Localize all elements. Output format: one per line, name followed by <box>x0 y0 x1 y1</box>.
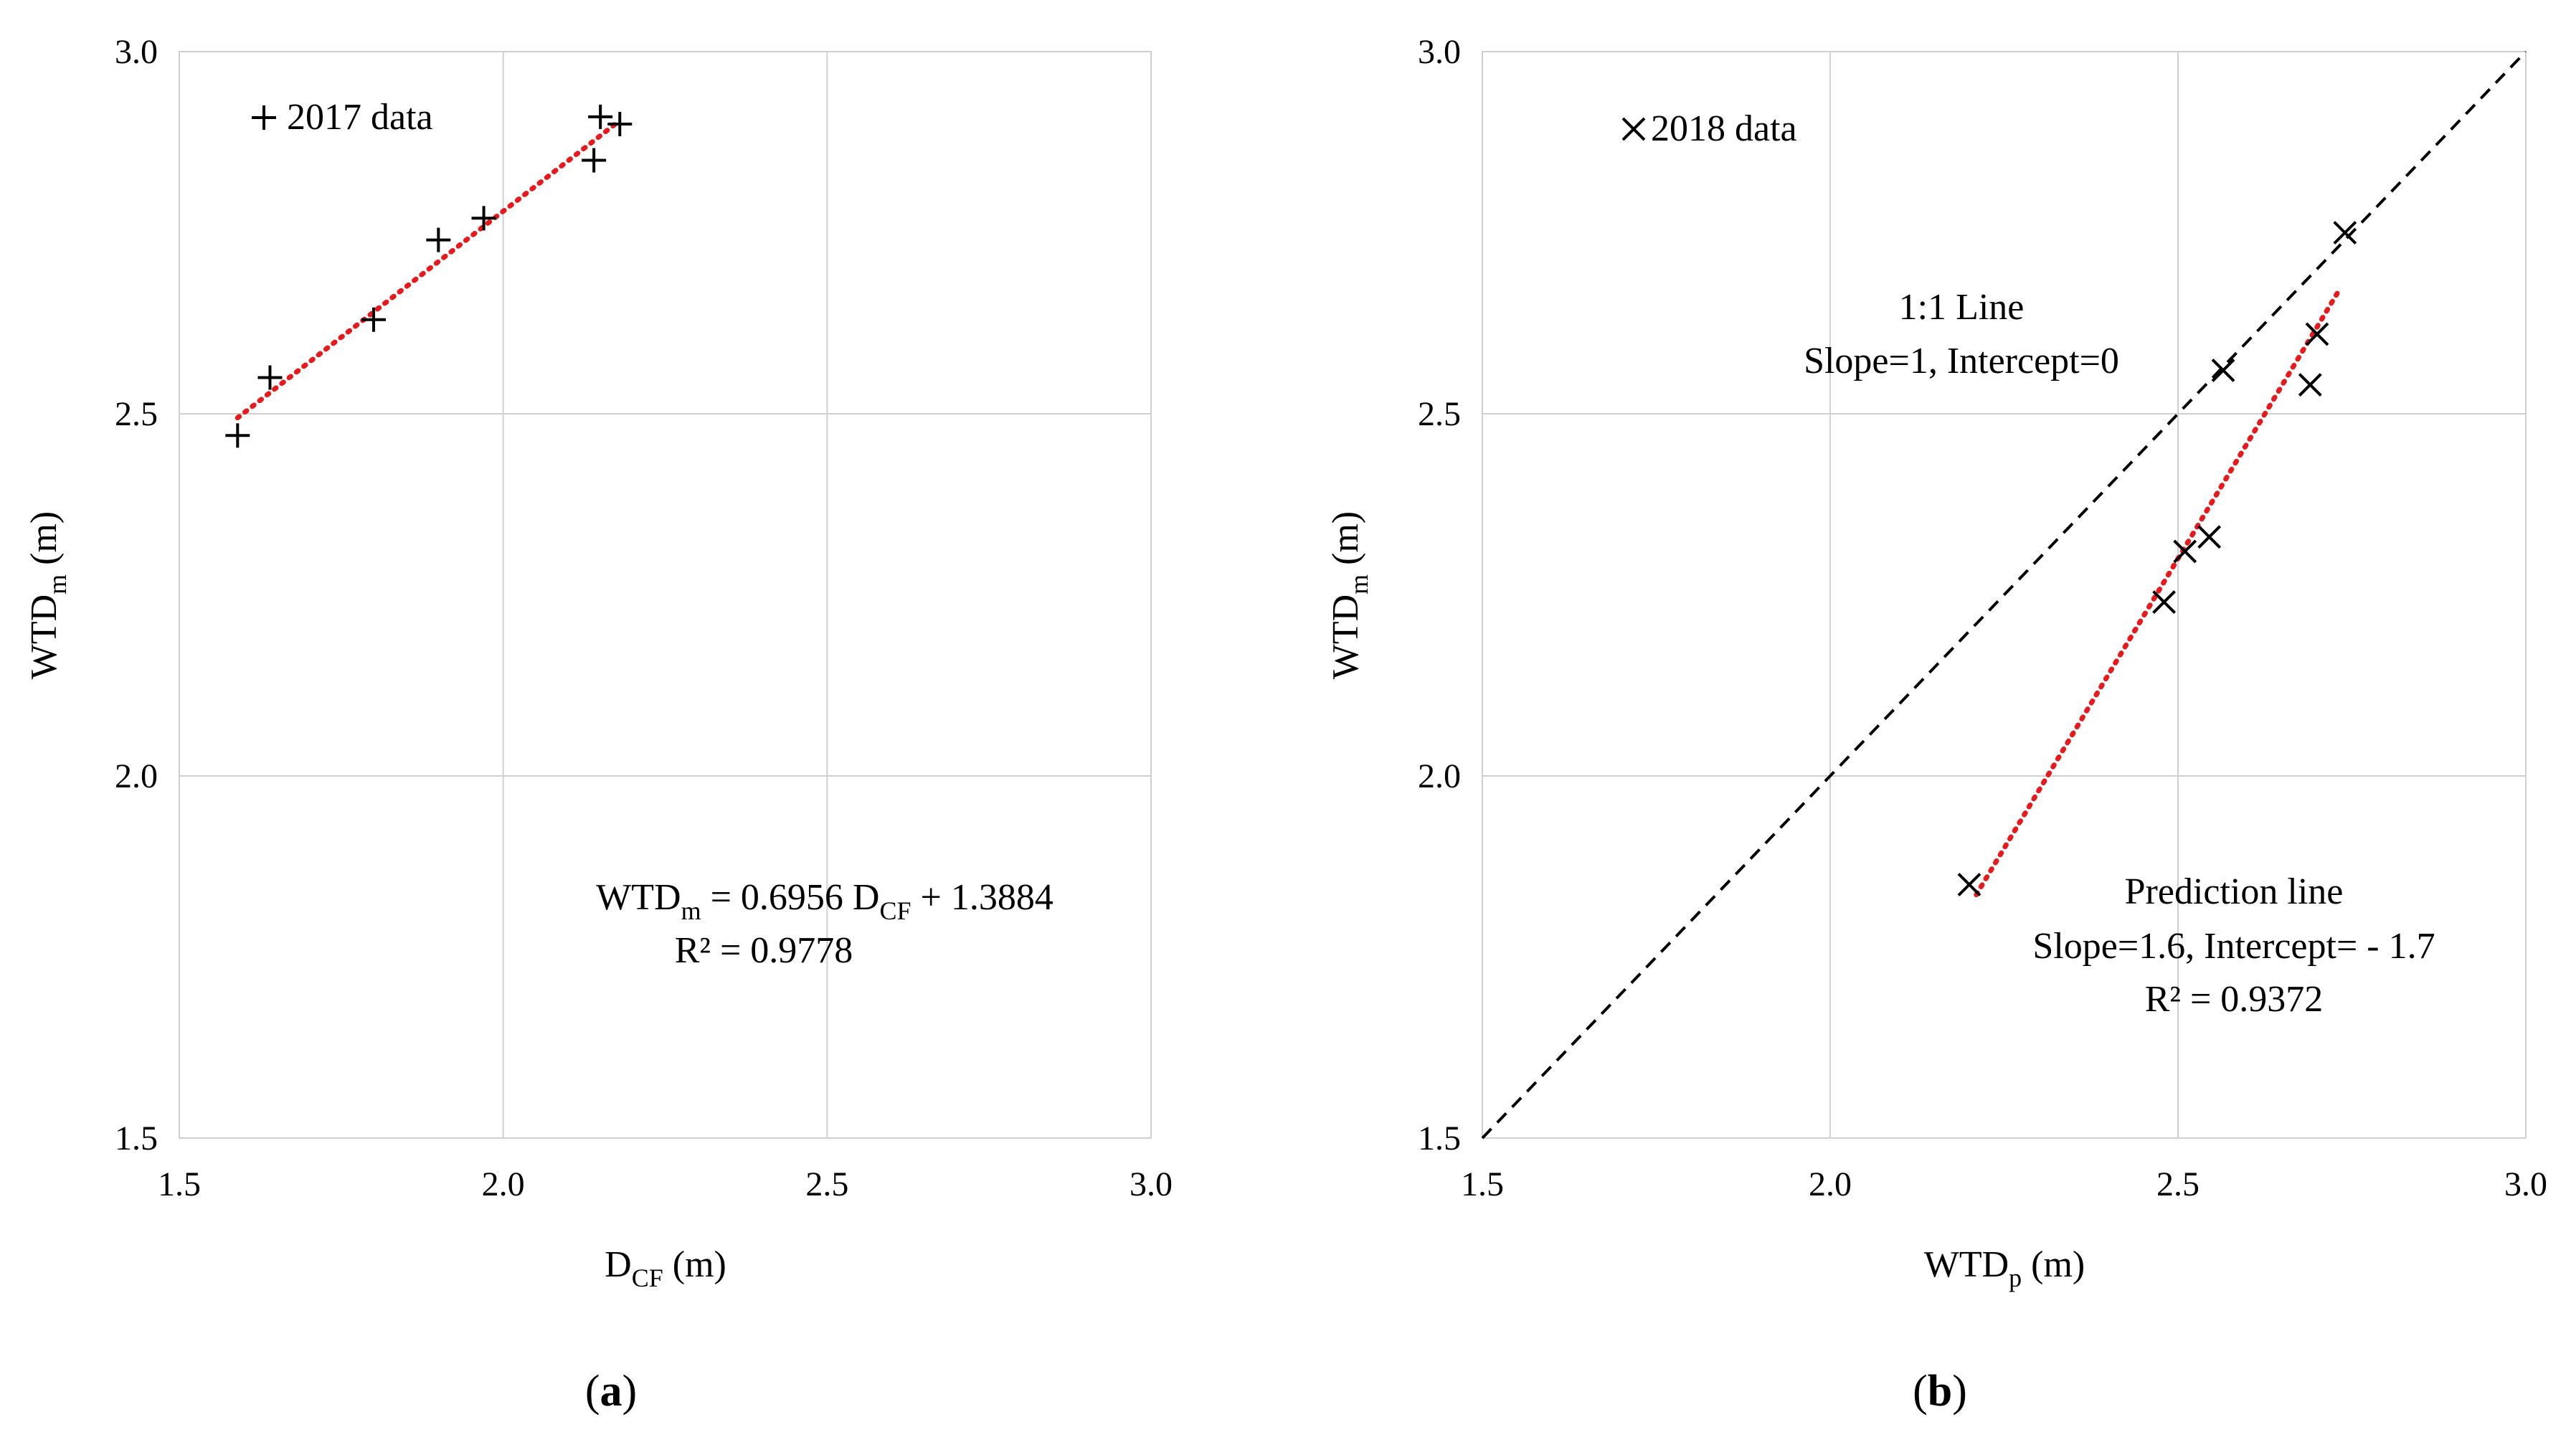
one-to-one-label-line2: Slope=1, Intercept=0 <box>1804 341 2119 382</box>
y-tick-label: 3.0 <box>115 33 158 71</box>
data-point <box>607 112 633 136</box>
trendline-a <box>235 118 622 421</box>
x-tick-label: 2.0 <box>1809 1165 1852 1203</box>
data-point <box>2333 221 2357 245</box>
y-axis-label-a: WTDm (m) <box>24 511 72 680</box>
x-axis-label-main-b: WTD <box>1924 1244 2009 1285</box>
x-axis-label-b: WTDp (m) <box>1924 1244 2085 1292</box>
legend-plus-icon <box>252 105 276 130</box>
y-axis-label-unit-a: (m) <box>24 511 65 574</box>
equation-a: WTDm = 0.6956 DCF + 1.3884 <box>596 877 1053 925</box>
caption-a: (a) <box>585 1367 637 1416</box>
data-point <box>2152 590 2177 615</box>
data-point <box>2173 539 2197 564</box>
y-axis-label-b: WTDm (m) <box>1325 511 1373 680</box>
equation-var-sub-a: CF <box>879 896 911 925</box>
x-tick-label: 2.0 <box>482 1165 525 1203</box>
caption-b: (b) <box>1913 1367 1967 1416</box>
y-axis-label-unit-b: (m) <box>1325 511 1366 574</box>
legend-cross-icon <box>1621 117 1646 141</box>
x-axis-label-a: DCF (m) <box>605 1244 726 1292</box>
grid-a <box>179 51 1152 1139</box>
data-point <box>471 206 496 231</box>
equation-lhs-a: WTD <box>596 877 681 918</box>
data-point <box>361 307 386 332</box>
y-axis-label-sub-a: m <box>43 574 72 595</box>
data-point <box>225 423 250 448</box>
data-point <box>2197 525 2222 549</box>
equation-middle-a: = 0.6956 D <box>701 877 880 918</box>
y-tick-label: 2.0 <box>1418 757 1461 795</box>
legend-marker-plus-a <box>252 105 276 130</box>
equation-rhs-a: + 1.3884 <box>911 877 1053 918</box>
plot-frame-b <box>1482 51 2527 1139</box>
legend-label-b: 2018 data <box>1651 108 1797 149</box>
y-tick-label: 3.0 <box>1418 33 1461 71</box>
x-tick-label: 1.5 <box>158 1165 201 1203</box>
y-tick-label: 2.5 <box>1418 395 1461 433</box>
data-point <box>1957 873 1981 896</box>
caption-letter-a: a <box>600 1367 622 1416</box>
x-axis-label-sub-a: CF <box>632 1264 663 1292</box>
prediction-label-title: Prediction line <box>2125 871 2344 912</box>
prediction-label-r2: R² = 0.9372 <box>2145 979 2324 1020</box>
tick-labels-b: 1.5 2.0 2.5 3.0 1.5 2.0 2.5 3.0 <box>1418 33 2547 1203</box>
legend-label-a: 2017 data <box>287 97 433 138</box>
x-tick-label: 3.0 <box>1130 1165 1173 1203</box>
y-tick-label: 1.5 <box>115 1119 158 1157</box>
x-tick-label: 2.5 <box>805 1165 848 1203</box>
caption-letter-b: b <box>1928 1367 1952 1416</box>
data-point <box>426 227 451 252</box>
legend-a: 2017 data <box>252 97 433 138</box>
data-point <box>2211 358 2235 382</box>
data-point <box>2305 322 2329 346</box>
x-axis-label-unit-b: (m) <box>2022 1244 2085 1285</box>
one-to-one-line <box>1481 50 2527 1140</box>
legend-b: 2018 data <box>1621 108 1797 149</box>
tick-labels-a: 1.5 2.0 2.5 3.0 1.5 2.0 2.5 3.0 <box>115 33 1173 1203</box>
data-point <box>588 104 613 129</box>
x-axis-label-sub-b: p <box>2009 1264 2022 1292</box>
data-point <box>2298 373 2322 397</box>
plot-frame-a <box>179 51 1152 1139</box>
one-to-one-label-line1: 1:1 Line <box>1899 287 2025 328</box>
x-tick-label: 1.5 <box>1461 1165 1504 1203</box>
y-tick-label: 2.5 <box>115 395 158 433</box>
legend-marker-cross-b <box>1621 117 1646 141</box>
x-axis-label-unit-a: (m) <box>663 1244 726 1285</box>
data-point <box>582 148 607 173</box>
equation-lhs-sub-a: m <box>681 896 701 925</box>
y-tick-label: 1.5 <box>1418 1119 1461 1157</box>
prediction-label-slope: Slope=1.6, Intercept= - 1.7 <box>2032 926 2435 967</box>
r2-a: R² = 0.9778 <box>675 930 853 971</box>
chart-panel-b: 1.5 2.0 2.5 3.0 1.5 2.0 2.5 3.0 2018 data 1:1 L… <box>1325 33 2547 1416</box>
x-tick-label: 2.5 <box>2156 1165 2199 1203</box>
prediction-line <box>1974 289 2341 898</box>
x-tick-label: 3.0 <box>2504 1165 2547 1203</box>
data-point <box>257 365 283 390</box>
y-axis-label-sub-b: m <box>1345 574 1373 595</box>
chart-panel-a: 1.5 2.0 2.5 3.0 1.5 2.0 2.5 3.0 2017 data WTDm … <box>24 33 1173 1416</box>
y-axis-label-main-b: WTD <box>1325 595 1366 679</box>
y-tick-label: 2.0 <box>115 757 158 795</box>
y-axis-label-main-a: WTD <box>24 595 65 679</box>
marks-b <box>1481 50 2527 1140</box>
marks-a <box>225 104 633 448</box>
x-axis-label-main-a: D <box>605 1244 632 1285</box>
